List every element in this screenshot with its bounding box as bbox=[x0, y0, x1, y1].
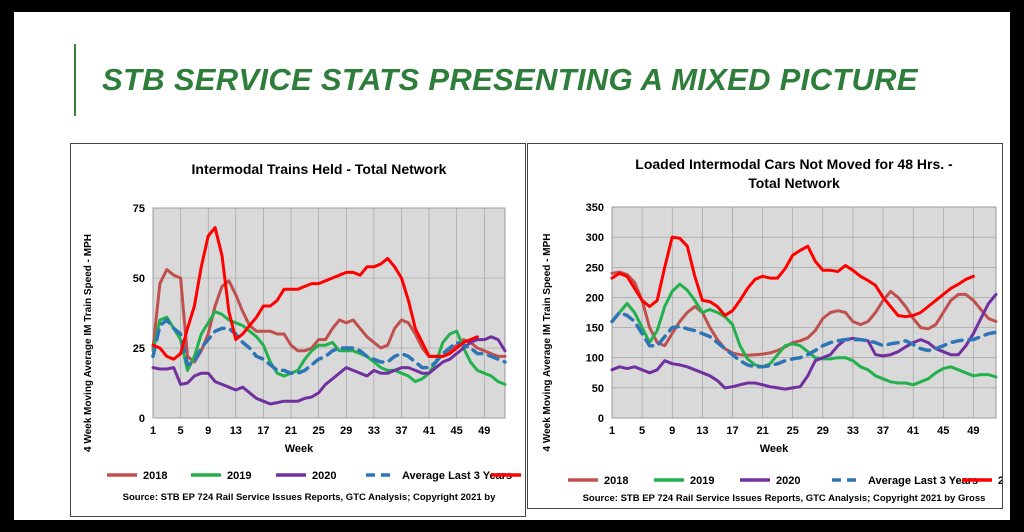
x-tick-label: 5 bbox=[178, 425, 184, 437]
title-accent-bar bbox=[74, 44, 76, 116]
y-tick-label: 0 bbox=[598, 413, 604, 425]
legend-label-2018: 2018 bbox=[604, 475, 628, 487]
y-tick-label: 50 bbox=[133, 273, 145, 285]
series-2019 bbox=[151, 310, 507, 386]
x-tick-label: 29 bbox=[817, 425, 829, 437]
series-2021 bbox=[151, 226, 479, 361]
series-line-2020 bbox=[610, 292, 998, 391]
series-line-2020 bbox=[151, 335, 507, 406]
x-tick-label: 17 bbox=[726, 425, 738, 437]
legend-label-average-last-3-years: Average Last 3 Years bbox=[402, 470, 512, 482]
series-line-2019 bbox=[610, 282, 998, 387]
x-tick-label: 13 bbox=[696, 425, 708, 437]
series-line-average-last-3-years bbox=[610, 310, 998, 369]
series-line-2019 bbox=[151, 310, 507, 386]
x-tick-label: 21 bbox=[756, 425, 768, 437]
legend-label-2021: 2021 bbox=[998, 475, 1002, 487]
y-tick-label: 25 bbox=[133, 343, 145, 355]
chart-panel-cars-not-moved: Loaded Intermodal Cars Not Moved for 48 … bbox=[527, 143, 1003, 509]
x-axis-label: Week bbox=[285, 443, 314, 455]
series-2021 bbox=[610, 235, 975, 319]
series-line-average-last-3-years bbox=[151, 318, 507, 375]
y-tick-label: 200 bbox=[586, 292, 604, 304]
legend-label-2020: 2020 bbox=[776, 475, 800, 487]
x-tick-label: 1 bbox=[609, 425, 615, 437]
x-tick-label: 33 bbox=[368, 425, 380, 437]
y-tick-label: 0 bbox=[139, 413, 145, 425]
x-tick-label: 29 bbox=[340, 425, 352, 437]
y-tick-label: 300 bbox=[586, 232, 604, 244]
series-line-2021 bbox=[610, 235, 975, 319]
x-tick-label: 13 bbox=[230, 425, 242, 437]
x-tick-label: 25 bbox=[313, 425, 325, 437]
y-axis-label: 4 Week Moving Average IM Train Speed - M… bbox=[83, 234, 94, 452]
x-tick-label: 9 bbox=[669, 425, 675, 437]
legend-label-2019: 2019 bbox=[227, 470, 251, 482]
x-tick-label: 33 bbox=[847, 425, 859, 437]
x-tick-label: 41 bbox=[907, 425, 919, 437]
y-tick-label: 50 bbox=[592, 383, 604, 395]
x-axis-label: Week bbox=[760, 443, 789, 455]
y-tick-label: 100 bbox=[586, 353, 604, 365]
x-tick-label: 1 bbox=[150, 425, 156, 437]
y-tick-label: 250 bbox=[586, 262, 604, 274]
x-tick-label: 21 bbox=[285, 425, 297, 437]
series-average-last-3-years bbox=[151, 318, 507, 375]
x-tick-label: 49 bbox=[967, 425, 979, 437]
plot-area bbox=[611, 206, 997, 419]
chart-title: Total Network bbox=[748, 175, 840, 191]
y-tick-label: 75 bbox=[133, 203, 145, 215]
chart-trains-held: Intermodal Trains Held - Total Network 0 2… bbox=[83, 161, 521, 503]
series-2020 bbox=[151, 335, 507, 406]
x-tick-label: 45 bbox=[451, 425, 463, 437]
chart-title: Loaded Intermodal Cars Not Moved for 48 … bbox=[635, 156, 953, 172]
x-tick-label: 37 bbox=[877, 425, 889, 437]
chart-cars-not-moved: Loaded Intermodal Cars Not Moved for 48 … bbox=[542, 156, 1002, 504]
chart-title: Intermodal Trains Held - Total Network bbox=[192, 161, 447, 177]
series-average-last-3-years bbox=[610, 310, 998, 369]
chart-panel-trains-held: Intermodal Trains Held - Total Network 0 2… bbox=[70, 143, 526, 517]
x-tick-label: 17 bbox=[257, 425, 269, 437]
y-tick-label: 150 bbox=[586, 323, 604, 335]
x-tick-label: 45 bbox=[937, 425, 949, 437]
x-tick-label: 37 bbox=[395, 425, 407, 437]
legend-label-2020: 2020 bbox=[312, 470, 336, 482]
y-tick-label: 350 bbox=[586, 202, 604, 214]
source-note: Source: STB EP 724 Rail Service Issues R… bbox=[583, 493, 986, 504]
x-tick-label: 5 bbox=[639, 425, 645, 437]
plot-area bbox=[152, 207, 506, 419]
x-tick-label: 41 bbox=[423, 425, 435, 437]
y-axis-label: 4 Week Moving Average IM Train Speed - M… bbox=[542, 233, 553, 451]
x-tick-label: 9 bbox=[205, 425, 211, 437]
slide-title: STB SERVICE STATS PRESENTING A MIXED PIC… bbox=[102, 62, 918, 97]
series-line-2021 bbox=[151, 226, 479, 361]
x-tick-label: 49 bbox=[478, 425, 490, 437]
x-tick-label: 25 bbox=[787, 425, 799, 437]
legend-label-2018: 2018 bbox=[143, 470, 167, 482]
legend-label-2019: 2019 bbox=[690, 475, 714, 487]
slide: STB SERVICE STATS PRESENTING A MIXED PIC… bbox=[14, 12, 1010, 520]
source-note: Source: STB EP 724 Rail Service Issues R… bbox=[123, 492, 496, 503]
legend-label-average-last-3-years: Average Last 3 Years bbox=[868, 475, 978, 487]
